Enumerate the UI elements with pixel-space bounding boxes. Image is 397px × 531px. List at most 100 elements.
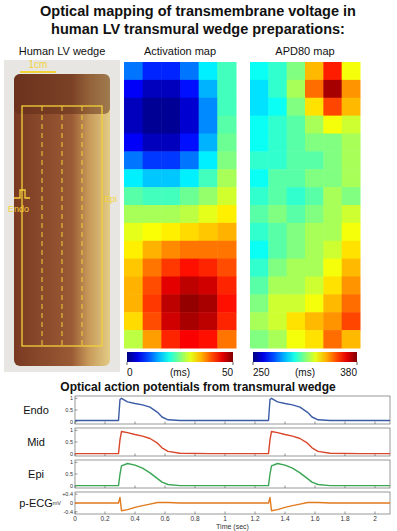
heatmap-cell xyxy=(199,62,218,80)
x-tick xyxy=(165,512,166,515)
heatmap-cell xyxy=(161,241,180,259)
y-tick-label: 0.5 xyxy=(65,471,73,477)
x-tick xyxy=(255,512,256,515)
x-tick xyxy=(285,512,286,515)
heatmap-cell xyxy=(342,241,361,259)
x-tick xyxy=(375,512,376,515)
heatmap-cell xyxy=(199,80,218,98)
heatmap-cell xyxy=(180,80,199,98)
heatmap-cell xyxy=(180,294,199,312)
heatmap-cell xyxy=(268,330,287,348)
figure: Optical mapping of transmembrane voltage… xyxy=(0,0,397,531)
x-tick-label: 1 xyxy=(223,515,227,522)
heatmap-cell xyxy=(250,294,269,312)
heatmap-cell xyxy=(323,330,342,348)
x-tick xyxy=(135,486,136,489)
heatmap-cell xyxy=(199,277,218,295)
plot-frame xyxy=(75,396,390,424)
trace-line xyxy=(75,432,390,454)
heatmap-cell xyxy=(250,116,269,134)
panel-title: APD80 map xyxy=(275,45,334,57)
panel-title: Human LV wedge xyxy=(19,45,106,57)
heatmap-cell xyxy=(143,294,162,312)
y-tick-label: 1 xyxy=(70,395,73,401)
heatmap-cell xyxy=(199,294,218,312)
heatmap-cell xyxy=(268,294,287,312)
panel-title: Activation map xyxy=(144,45,216,57)
heatmap-cell xyxy=(342,294,361,312)
heatmap-cell xyxy=(268,259,287,277)
heatmap-cell xyxy=(342,259,361,277)
colorbar-tick xyxy=(233,362,234,365)
x-tick xyxy=(285,454,286,457)
y-tick-label: -0.4 xyxy=(64,509,73,515)
heatmap-cell xyxy=(342,80,361,98)
y-tick xyxy=(75,410,78,411)
heatmap-cell xyxy=(250,259,269,277)
heatmap-cell xyxy=(323,187,342,205)
heatmap-cell xyxy=(305,277,324,295)
y-tick-label: 0 xyxy=(70,451,73,457)
heatmap-cell xyxy=(124,169,143,187)
heatmap-cell xyxy=(217,187,236,205)
dashed-line xyxy=(42,106,43,346)
colorbar-tick-label: 250 xyxy=(253,367,270,378)
heatmap-cell xyxy=(342,134,361,152)
heatmap-cell xyxy=(287,98,306,116)
heatmap-cell xyxy=(161,80,180,98)
section-title: Optical action potentials from transmura… xyxy=(60,380,336,394)
y-tick xyxy=(75,430,78,431)
heatmap-cell xyxy=(199,330,218,348)
heatmap-cell xyxy=(287,62,306,80)
heatmap-cell xyxy=(305,205,324,223)
photo-label: Endo xyxy=(8,204,29,214)
heatmap-cell xyxy=(268,169,287,187)
y-tick-label: 0.5 xyxy=(65,439,73,445)
heatmap-cell xyxy=(161,330,180,348)
heatmap-cell xyxy=(124,98,143,116)
heatmap-cell xyxy=(143,134,162,152)
heatmap-cell xyxy=(268,98,287,116)
heatmap-cell xyxy=(217,151,236,169)
heatmap-cell xyxy=(342,330,361,348)
photo-label: Epi xyxy=(104,194,117,204)
heatmap-cell xyxy=(268,116,287,134)
y-tick xyxy=(75,462,78,463)
heatmap-cell xyxy=(305,80,324,98)
heatmap-cell xyxy=(268,241,287,259)
y-tick-label: 0 xyxy=(70,483,73,489)
heatmap-cell xyxy=(323,277,342,295)
plot-frame xyxy=(75,492,390,514)
colorbar-tick-label: 50 xyxy=(222,367,234,378)
heatmap-cell xyxy=(143,80,162,98)
heatmap-cell xyxy=(143,187,162,205)
x-tick-label: 1.4 xyxy=(280,515,289,522)
heatmap-cell xyxy=(323,312,342,330)
x-tick xyxy=(75,422,76,425)
heatmap-cell xyxy=(161,62,180,80)
heatmap-cell xyxy=(217,205,236,223)
heatmap-cell xyxy=(124,277,143,295)
colorbar-tick-label: 380 xyxy=(340,367,357,378)
heatmap-cell xyxy=(199,223,218,241)
heatmap-cell xyxy=(217,259,236,277)
y-tick xyxy=(75,421,78,422)
heatmap-cell xyxy=(199,205,218,223)
heatmap-cell xyxy=(143,62,162,80)
heatmap-cell xyxy=(143,330,162,348)
heatmap-cell xyxy=(180,116,199,134)
heatmap-cell xyxy=(287,312,306,330)
heatmap-cell xyxy=(305,241,324,259)
colorbar-tick-label: 0 xyxy=(127,367,133,378)
heatmap-cell xyxy=(250,134,269,152)
heatmap-cell xyxy=(199,98,218,116)
x-tick xyxy=(135,454,136,457)
heatmap-cell xyxy=(199,151,218,169)
colorbar-tick xyxy=(357,362,358,365)
plot-area xyxy=(75,432,390,454)
x-tick xyxy=(285,486,286,489)
heatmap-cell xyxy=(305,62,324,80)
heatmap-cell xyxy=(305,98,324,116)
heatmap-cell xyxy=(180,187,199,205)
heatmap-cell xyxy=(287,330,306,348)
